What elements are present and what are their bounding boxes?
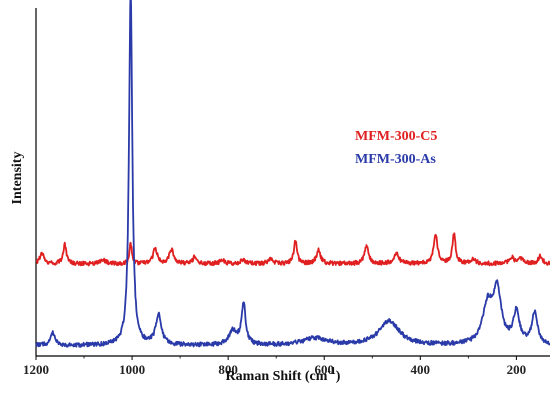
legend-label-mfm-300-as: MFM-300-As: [355, 152, 436, 167]
series-line-mfm-300-as: [35, 0, 550, 348]
y-axis-title: Intensity: [10, 152, 25, 205]
x-tick-label: 1200: [23, 362, 49, 377]
tick-labels: 1200 1000 800 600 400 200: [23, 356, 526, 377]
x-axis-title-suffix: ): [336, 369, 341, 384]
series-group: [35, 0, 550, 348]
x-tick-label: 1000: [119, 362, 145, 377]
x-tick-label: 400: [411, 362, 431, 377]
axes: [35, 8, 550, 357]
x-axis-title-superscript: -1: [327, 366, 335, 377]
legend-label-mfm-300-c5: MFM-300-C5: [355, 129, 437, 144]
x-tick-label: 200: [507, 362, 527, 377]
x-axis-title: Raman Shift (cm-1): [226, 366, 341, 384]
x-tick-label: 600: [314, 362, 334, 377]
x-tick-label: 800: [218, 362, 238, 377]
series-line-mfm-300-c5: [35, 232, 550, 267]
